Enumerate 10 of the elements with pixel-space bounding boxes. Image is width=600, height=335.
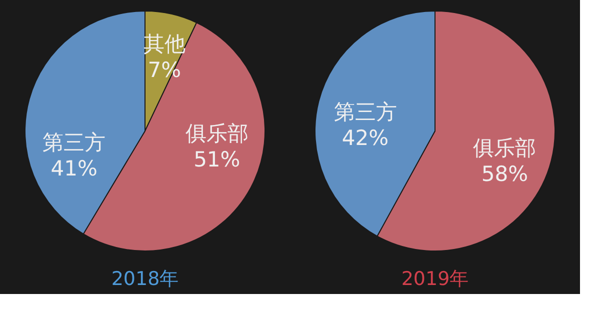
slice-label: 第三方 (334, 100, 397, 124)
data-label: 58% (481, 162, 528, 186)
slice-label: 俱乐部 (185, 121, 248, 146)
text: 2019年 (401, 268, 469, 290)
text: 2018年 (111, 268, 179, 290)
data-label: 51% (194, 147, 240, 172)
slice-label: 俱乐部 (473, 136, 536, 160)
slice-label: 第三方 (42, 130, 106, 155)
data-label: 41% (50, 156, 98, 181)
data-label: 42% (342, 126, 389, 150)
